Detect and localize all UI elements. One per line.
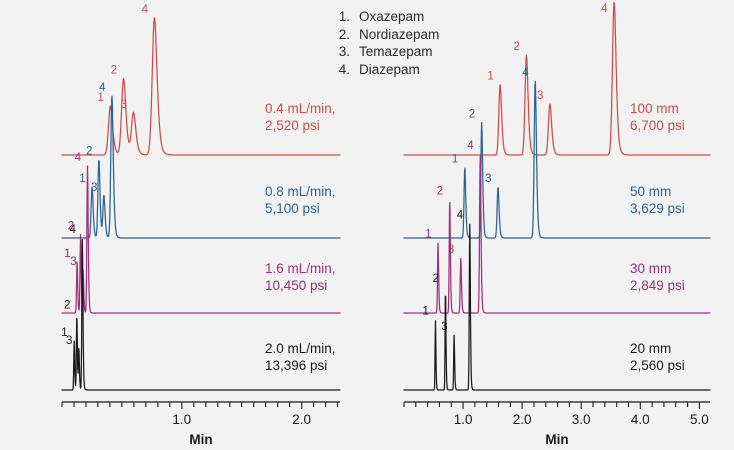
- annotation-line-2: 3,629 psi: [630, 201, 685, 216]
- peak-label: 1: [79, 173, 85, 185]
- annotation-line-1: 50 mm: [630, 184, 672, 199]
- chromatogram-trace-trace-30mm: [403, 155, 711, 314]
- legend-item: 1. Oxazepam: [330, 8, 439, 26]
- peak-label: 1: [97, 92, 103, 104]
- annotation-line-2: 13,396 psi: [265, 358, 328, 373]
- peak-label: 2: [437, 185, 443, 197]
- x-axis-tick-label: 1.0: [172, 412, 191, 427]
- peak-label: 1: [64, 248, 70, 260]
- peak-label: 4: [601, 3, 608, 15]
- peak-label: 3: [121, 99, 127, 111]
- annotation-line-2: 10,450 psi: [265, 278, 328, 293]
- chromatogram-trace-trace-0-4: [61, 17, 341, 156]
- chromatogram-trace-trace-2-0: [61, 238, 341, 391]
- legend-item-number: 4.: [338, 61, 350, 77]
- annotation-line-1: 100 mm: [630, 101, 679, 116]
- annotation-line-2: 2,560 psi: [630, 358, 685, 373]
- analyte-legend: 1. Oxazepam 2. Nordiazepam 3. Temazepam …: [330, 8, 440, 79]
- annotation-line-1: 30 mm: [630, 261, 672, 276]
- legend-item: 2. Nordiazepam: [330, 26, 440, 44]
- peak-label: 1: [61, 327, 67, 339]
- legend-item-label: Diazepam: [359, 61, 420, 77]
- x-axis-tick-label: 5.0: [690, 412, 709, 427]
- annotation-line-1: 20 mm: [630, 341, 672, 356]
- peak-label: 1: [487, 70, 493, 82]
- annotation-line-2: 2,520 psi: [265, 118, 320, 133]
- peak-label: 4: [457, 209, 464, 221]
- peak-label: 1: [452, 153, 458, 165]
- peak-label: 2: [68, 221, 74, 233]
- legend-item-label: Oxazepam: [359, 9, 425, 24]
- annotation-trace-50mm: 50 mm 3,629 psi: [630, 183, 685, 217]
- annotation-trace-0-4: 0.4 mL/min, 2,520 psi: [265, 100, 336, 134]
- annotation-trace-20mm: 20 mm 2,560 psi: [630, 340, 685, 374]
- peak-label: 2: [64, 300, 70, 312]
- x-axis-tick-label: 4.0: [631, 412, 650, 427]
- annotation-trace-30mm: 30 mm 2,849 psi: [630, 260, 685, 294]
- peak-label: 3: [91, 182, 97, 194]
- peak-label: 2: [513, 41, 519, 53]
- peak-label: 4: [75, 152, 82, 164]
- peak-label: 4: [69, 224, 76, 236]
- peak-label: 1: [425, 228, 431, 240]
- peak-label: 3: [70, 256, 76, 268]
- chromatogram-trace-trace-50mm: [403, 80, 711, 239]
- annotation-trace-2-0: 2.0 mL/min, 13,396 psi: [265, 340, 336, 374]
- x-axis-tick-label: 1.0: [454, 412, 473, 427]
- annotation-trace-100mm: 100 mm 6,700 psi: [630, 100, 685, 134]
- legend-item-label: Temazepam: [359, 44, 433, 59]
- legend-item-label: Nordiazepam: [359, 26, 440, 42]
- annotation-line-2: 6,700 psi: [630, 118, 685, 133]
- legend-item-number: 3.: [338, 44, 350, 59]
- legend-item-number: 2.: [338, 26, 350, 42]
- legend-item: 3. Temazepam: [330, 43, 439, 61]
- chromatogram-trace-trace-1-6: [61, 165, 341, 314]
- peak-label: 3: [441, 321, 447, 333]
- peak-label: 3: [537, 90, 543, 102]
- peak-label: 2: [469, 108, 475, 120]
- annotation-line-2: 2,849 psi: [630, 278, 685, 293]
- peak-label: 4: [467, 140, 474, 152]
- annotation-line-2: 5,100 psi: [265, 201, 320, 216]
- x-axis-title: Min: [545, 432, 568, 447]
- chromatogram-trace-trace-0-8: [61, 95, 341, 239]
- peak-label: 3: [448, 244, 454, 256]
- chromatogram-trace-trace-20mm: [403, 223, 711, 391]
- annotation-line-1: 1.6 mL/min,: [265, 261, 336, 276]
- x-axis-tick-label: 2.0: [292, 412, 311, 427]
- peak-label: 1: [422, 305, 428, 317]
- annotation-line-1: 2.0 mL/min,: [265, 341, 336, 356]
- peak-label: 4: [142, 4, 149, 16]
- annotation-line-1: 0.8 mL/min,: [265, 184, 336, 199]
- annotation-line-1: 0.4 mL/min,: [265, 101, 336, 116]
- peak-label: 2: [433, 273, 439, 285]
- peak-label: 2: [86, 146, 92, 158]
- peak-label: 4: [522, 67, 529, 79]
- annotation-trace-0-8: 0.8 mL/min, 5,100 psi: [265, 183, 336, 217]
- x-axis-tick-label: 3.0: [572, 412, 591, 427]
- peak-label: 4: [99, 82, 106, 94]
- chromatogram-trace-trace-100mm: [403, 1, 711, 156]
- peak-label: 3: [66, 335, 72, 347]
- x-axis-title: Min: [189, 432, 212, 447]
- peak-label: 3: [485, 173, 491, 185]
- peak-label: 2: [111, 65, 117, 77]
- legend-item-number: 1.: [338, 9, 350, 24]
- annotation-trace-1-6: 1.6 mL/min, 10,450 psi: [265, 260, 336, 294]
- x-axis-tick-label: 2.0: [513, 412, 532, 427]
- legend-item: 4. Diazepam: [330, 61, 439, 79]
